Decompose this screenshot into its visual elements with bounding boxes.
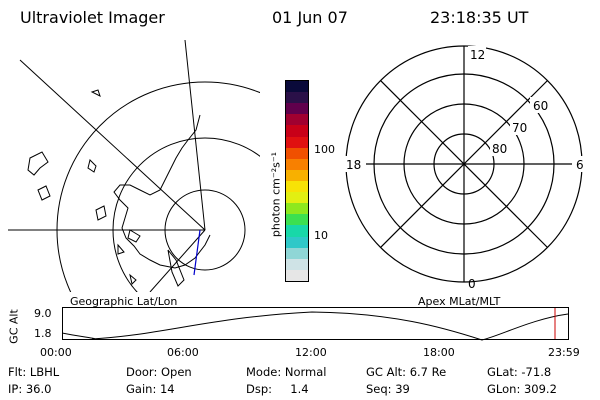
color-band bbox=[286, 158, 308, 170]
altitude-curve bbox=[62, 311, 569, 341]
mode-info: Mode: Normal bbox=[246, 365, 327, 379]
time-label: 23:18:35 UT bbox=[430, 8, 529, 27]
polar-plot-label: Apex MLat/MLT bbox=[418, 295, 501, 308]
x-tick-0000: 00:00 bbox=[40, 346, 72, 359]
color-band bbox=[286, 214, 308, 226]
mlt-label-0: 0 bbox=[468, 277, 476, 291]
coastline bbox=[37, 185, 51, 201]
gc-alt-info: GC Alt: 6.7 Re bbox=[366, 365, 447, 379]
polar-plot: 12 18 6 0 60 70 80 bbox=[344, 45, 586, 291]
color-band bbox=[286, 269, 308, 281]
date-label: 01 Jun 07 bbox=[272, 8, 348, 27]
color-band bbox=[286, 125, 308, 137]
meridian bbox=[184, 40, 206, 231]
coastline bbox=[117, 243, 125, 255]
color-band bbox=[286, 103, 308, 115]
satellite-track bbox=[193, 229, 201, 276]
meridian bbox=[19, 59, 206, 231]
color-band bbox=[286, 114, 308, 126]
mlt-label-12: 12 bbox=[470, 48, 485, 62]
color-band bbox=[286, 236, 308, 248]
altitude-frame bbox=[62, 307, 569, 340]
color-band bbox=[286, 81, 308, 93]
colorbar-unit-label: photon cm⁻²s⁻¹ bbox=[269, 151, 283, 238]
color-band bbox=[286, 169, 308, 182]
x-tick-1800: 18:00 bbox=[423, 346, 455, 359]
instrument-title: Ultraviolet Imager bbox=[20, 8, 165, 27]
color-band bbox=[286, 192, 308, 204]
filter-info: Flt: LBHL bbox=[8, 365, 60, 379]
x-tick-0600: 06:00 bbox=[167, 346, 199, 359]
color-band bbox=[286, 181, 308, 193]
coastline bbox=[113, 114, 211, 269]
mlat-label-80: 80 bbox=[492, 142, 507, 156]
glat-info: GLat: -71.8 bbox=[487, 365, 552, 379]
color-band bbox=[286, 225, 308, 237]
coastline bbox=[95, 205, 107, 221]
altitude-y-top: 9.0 bbox=[34, 307, 52, 320]
dsp-info: Dsp: 1.4 bbox=[246, 382, 309, 396]
coastline bbox=[27, 151, 49, 176]
coastline bbox=[87, 159, 97, 173]
meridian bbox=[149, 229, 206, 292]
x-tick-2359: 23:59 bbox=[548, 346, 580, 359]
color-band bbox=[286, 92, 308, 104]
coastline bbox=[127, 229, 141, 243]
lat-circle bbox=[112, 137, 260, 292]
colorbar-tick-100: 100 bbox=[314, 143, 335, 156]
color-band bbox=[286, 136, 308, 148]
seq-info: Seq: 39 bbox=[366, 382, 410, 396]
ip-info: IP: 36.0 bbox=[8, 382, 52, 396]
x-tick-1200: 12:00 bbox=[295, 346, 327, 359]
color-band bbox=[286, 247, 308, 259]
mlat-label-60: 60 bbox=[533, 99, 548, 113]
glon-info: GLon: 309.2 bbox=[487, 382, 557, 396]
altitude-axis-label: GC Alt bbox=[7, 309, 21, 344]
color-scale-bar bbox=[285, 80, 309, 282]
color-band bbox=[286, 147, 308, 159]
color-band bbox=[286, 258, 308, 270]
mlt-line-diag bbox=[380, 80, 548, 248]
altitude-y-bottom: 1.8 bbox=[34, 327, 52, 340]
geographic-map bbox=[8, 40, 260, 292]
geo-map-label: Geographic Lat/Lon bbox=[70, 295, 178, 308]
colorbar-tick-10: 10 bbox=[314, 229, 328, 242]
gain-info: Gain: 14 bbox=[126, 382, 175, 396]
mlt-label-18: 18 bbox=[346, 158, 361, 172]
altitude-strip bbox=[62, 307, 569, 341]
mlt-label-6: 6 bbox=[576, 158, 584, 172]
mlat-label-70: 70 bbox=[512, 121, 527, 135]
lat-circle bbox=[56, 81, 260, 292]
door-info: Door: Open bbox=[126, 365, 192, 379]
color-band bbox=[286, 203, 308, 215]
coastline bbox=[129, 273, 137, 285]
coastline bbox=[90, 89, 101, 97]
coastline bbox=[167, 249, 185, 287]
